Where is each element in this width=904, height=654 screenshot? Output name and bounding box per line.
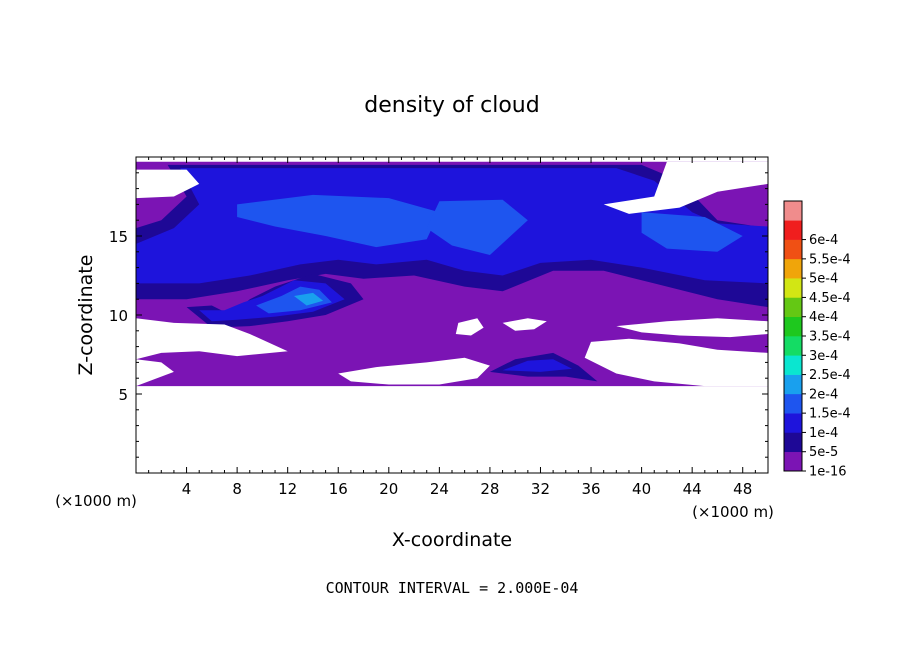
colorbar-label: 2.5e-4 xyxy=(809,368,851,383)
colorbar-label: 4e-4 xyxy=(809,310,838,325)
x-axis: 4 8 12 16 20 24 28 32 36 40 44 48 xyxy=(148,157,756,498)
contour-region-6 xyxy=(294,292,324,306)
contour-region-9 xyxy=(237,194,440,248)
x-tick-label: 36 xyxy=(581,480,600,498)
contour-region-8 xyxy=(502,359,573,372)
missing-data-region-4 xyxy=(338,357,490,385)
colorbar-swatch xyxy=(784,258,802,279)
contour-region-11 xyxy=(641,212,743,252)
missing-data-region-1 xyxy=(603,161,768,214)
x-axis-label: X-coordinate xyxy=(392,529,512,551)
x-tick-label: 20 xyxy=(379,480,398,498)
colorbar-swatch xyxy=(784,355,802,375)
y-tick-label: 5 xyxy=(118,386,128,404)
colorbar: 1e-16 5e-5 1e-4 1.5e-4 2e-4 2.5e-4 3e-4 3.5e-4 4… xyxy=(783,200,851,480)
colorbar-swatch xyxy=(784,278,802,298)
x-tick-label: 24 xyxy=(430,480,449,498)
colorbar-label: 1e-4 xyxy=(809,426,838,441)
colorbar-swatch xyxy=(784,220,802,240)
colorbar-swatch xyxy=(784,316,802,337)
colorbar-swatch xyxy=(784,432,802,453)
colorbar-label: 1.5e-4 xyxy=(809,407,851,422)
missing-data-region-8 xyxy=(502,318,547,331)
missing-data-region-2 xyxy=(136,318,288,360)
x-tick-label: 40 xyxy=(632,480,651,498)
missing-data-region-5 xyxy=(616,318,768,338)
colorbar-swatch xyxy=(784,239,802,260)
x-tick-label: 16 xyxy=(329,480,348,498)
colorbar-swatch xyxy=(784,336,802,356)
contour-interval-note: CONTOUR INTERVAL = 2.000E-04 xyxy=(326,579,579,597)
colorbar-swatch xyxy=(784,201,802,221)
chart-title: density of cloud xyxy=(364,93,539,118)
colorbar-label: 6e-4 xyxy=(809,233,838,248)
colorbar-swatch xyxy=(784,374,802,395)
missing-data-region-6 xyxy=(455,318,484,336)
colorbar-label: 5e-4 xyxy=(809,272,838,287)
x-tick-label: 28 xyxy=(480,480,499,498)
x-tick-label: 12 xyxy=(278,480,297,498)
x-tick-label: 8 xyxy=(232,480,242,498)
colorbar-label: 5.5e-4 xyxy=(809,252,851,267)
colorbar-label: 2e-4 xyxy=(809,387,838,402)
colorbar-label: 3.5e-4 xyxy=(809,330,851,345)
y-axis-label: Z-coordinate xyxy=(75,255,97,376)
colorbar-label: 3e-4 xyxy=(809,349,838,364)
y-tick-label: 15 xyxy=(109,228,128,246)
colorbar-swatch xyxy=(784,451,802,472)
y-tick-label: 10 xyxy=(109,307,128,325)
contour-region-10 xyxy=(426,199,528,255)
colorbar-label: 1e-16 xyxy=(809,465,847,480)
x-tick-label: 48 xyxy=(733,480,752,498)
colorbar-swatch xyxy=(784,413,802,433)
x-unit-left: (×1000 m) xyxy=(55,492,137,510)
colorbar-label: 4.5e-4 xyxy=(809,291,851,306)
colorbar-label: 5e-5 xyxy=(809,445,838,460)
missing-data-region-3 xyxy=(136,359,174,387)
missing-data-region-7 xyxy=(584,338,768,387)
plot-area xyxy=(136,161,768,387)
colorbar-swatch xyxy=(784,393,802,414)
missing-data-region-0 xyxy=(136,169,200,199)
y-axis: 5 10 15 xyxy=(109,172,768,458)
colorbar-swatch xyxy=(784,297,802,318)
x-tick-label: 44 xyxy=(683,480,702,498)
x-unit-right: (×1000 m) xyxy=(692,503,774,521)
x-tick-label: 4 xyxy=(182,480,192,498)
x-tick-label: 32 xyxy=(531,480,550,498)
